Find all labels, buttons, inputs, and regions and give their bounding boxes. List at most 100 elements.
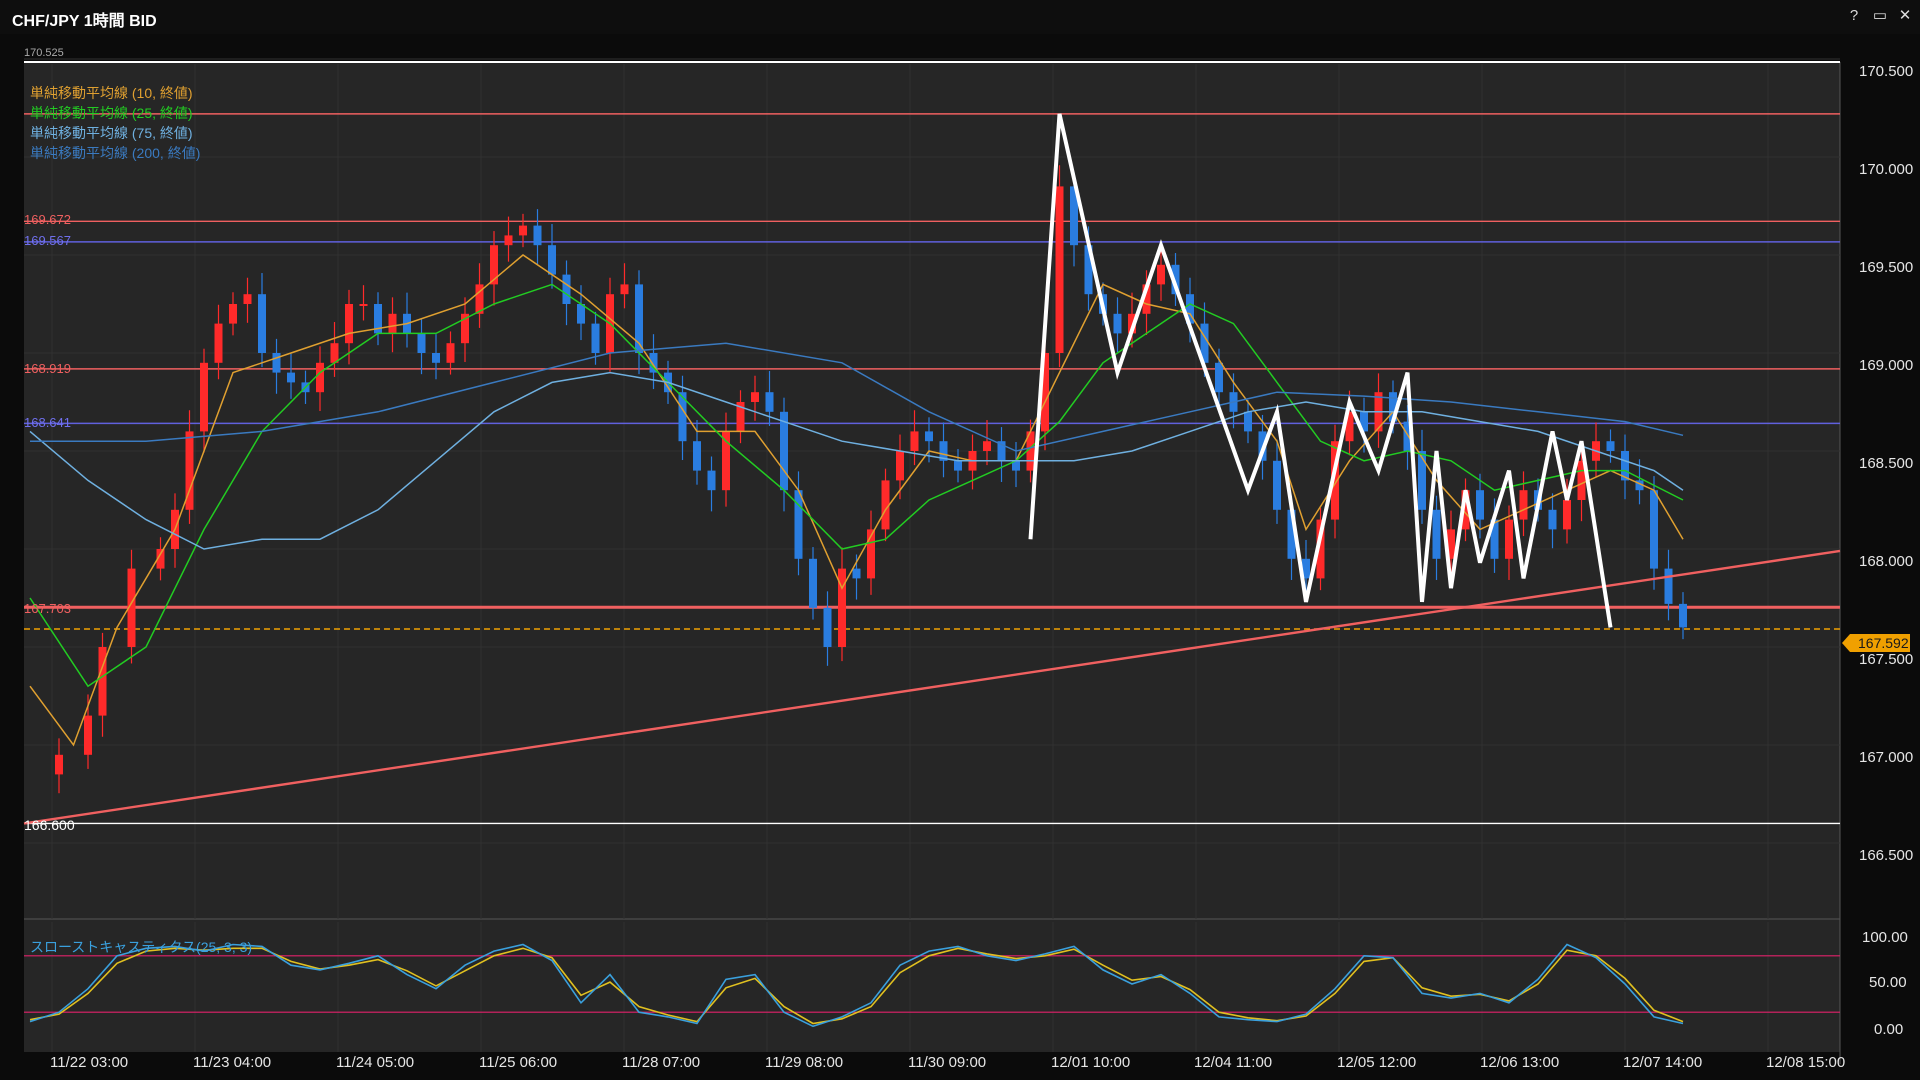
close-button[interactable]: ✕	[1898, 7, 1912, 24]
candle-body	[1519, 490, 1528, 520]
candle-body	[1012, 460, 1020, 471]
candle-body	[1621, 451, 1629, 481]
x-axis: 11/22 03:00 11/23 04:00 11/24 05:00 11/2…	[50, 1054, 1845, 1071]
candle-body	[55, 754, 63, 775]
stoch-y-label: 50.00	[1869, 974, 1907, 991]
candle-body	[461, 313, 469, 344]
candle-body	[1113, 313, 1122, 334]
trend-line	[23, 549, 1841, 825]
sma-200-line	[30, 342, 1684, 452]
y-tick-label: 166.500	[1859, 847, 1913, 864]
candle-body	[490, 245, 498, 285]
maximize-button[interactable]: ▭	[1872, 7, 1888, 24]
legend-sma-200: 単純移動平均線 (200, 終値)	[30, 145, 200, 161]
x-tick-label: 11/30 09:00	[908, 1054, 986, 1071]
hline-label: 168.919	[24, 361, 71, 376]
candle-body	[591, 323, 600, 353]
stoch-k-line	[29, 943, 1684, 1028]
candle-body	[229, 304, 237, 324]
candle-body	[910, 431, 919, 451]
moving-averages	[29, 254, 1684, 747]
candle-body	[1360, 411, 1368, 432]
horizontal-lines	[24, 113, 1840, 825]
x-tick-label: 12/04 11:00	[1194, 1054, 1272, 1071]
current-price-label: 167.592	[1858, 635, 1909, 651]
candle-body	[1244, 411, 1252, 432]
candle-body	[939, 441, 948, 461]
x-tick-label: 11/22 03:00	[50, 1054, 128, 1071]
hline-label: 166.600	[24, 817, 75, 833]
candle-body	[1171, 264, 1180, 295]
candle-body	[823, 607, 832, 647]
candle-body	[1679, 603, 1687, 628]
hline-label: 168.641	[24, 415, 71, 430]
x-tick-label: 12/05 12:00	[1337, 1054, 1416, 1071]
candle-body	[1070, 186, 1078, 246]
sma-10-line	[29, 254, 1684, 747]
candle-body	[635, 284, 643, 353]
candle-body	[1345, 411, 1354, 442]
legend-sma-10: 単純移動平均線 (10, 終値)	[30, 85, 193, 101]
sma-25-line	[29, 283, 1684, 688]
candle-body	[1186, 294, 1194, 324]
help-button[interactable]: ?	[1849, 7, 1859, 24]
candle-body	[533, 225, 542, 246]
candle-body	[345, 304, 353, 344]
candle-body	[649, 353, 658, 373]
hline-label: 169.567	[24, 233, 71, 248]
candle-body	[925, 431, 933, 442]
candle-body	[519, 225, 527, 236]
candle-body	[794, 490, 803, 559]
candle-body	[127, 568, 136, 647]
stochastic-label: スローストキャスティクス(25, 3, 3)	[30, 939, 252, 955]
candle-body	[1157, 264, 1165, 285]
stoch-y-label: 0.00	[1874, 1021, 1903, 1038]
candle-body	[1548, 509, 1557, 530]
x-tick-label: 11/23 04:00	[193, 1054, 271, 1071]
stoch-y-label: 100.00	[1862, 929, 1908, 946]
hline-label: 169.672	[24, 212, 71, 227]
candle-body	[200, 362, 208, 432]
candle-body	[1215, 362, 1223, 393]
hline-label: 167.703	[24, 601, 71, 616]
candle-body	[1200, 323, 1209, 363]
price-chart[interactable]: 単純移動平均線 (10, 終値) 単純移動平均線 (25, 終値) 単純移動平均…	[0, 34, 1920, 1080]
sub-pane-background	[24, 922, 1840, 1052]
candle-body	[214, 323, 223, 363]
candle-body	[620, 284, 629, 295]
candle-body	[1635, 480, 1644, 491]
candle-body	[577, 304, 585, 324]
candle-body	[1563, 500, 1571, 530]
y-tick-label: 169.000	[1859, 357, 1913, 374]
x-tick-label: 12/06 13:00	[1480, 1054, 1559, 1071]
trendline	[23, 549, 1841, 825]
stoch-d-line	[29, 947, 1684, 1025]
candle-body	[881, 480, 890, 530]
candle-body	[504, 235, 513, 246]
candle-body	[983, 441, 991, 451]
candle-body	[388, 313, 397, 334]
candle-body	[1084, 245, 1093, 295]
candle-body	[432, 353, 440, 363]
candle-body	[954, 460, 962, 471]
candle-body	[838, 568, 846, 647]
candle-body	[417, 333, 426, 353]
candle-body	[446, 343, 455, 363]
y-axis-main: 170.500 170.000 169.500 169.000 168.500 …	[1859, 63, 1913, 864]
candle-body	[1026, 431, 1035, 471]
x-tick-label: 11/28 07:00	[622, 1054, 700, 1071]
candle-body	[272, 353, 281, 373]
candle-body	[1606, 441, 1615, 451]
candle-body	[1142, 284, 1151, 314]
candle-body	[852, 568, 861, 579]
candle-body	[678, 392, 687, 442]
candle-body	[1577, 460, 1586, 500]
candle-body	[765, 392, 774, 412]
sma-75-line	[29, 371, 1684, 550]
x-tick-label: 12/08 15:00	[1766, 1054, 1845, 1071]
candle-body	[809, 558, 817, 608]
grid	[24, 58, 1840, 1052]
candle-body	[98, 647, 107, 716]
candle-body	[316, 362, 324, 393]
candle-body	[1316, 519, 1325, 579]
